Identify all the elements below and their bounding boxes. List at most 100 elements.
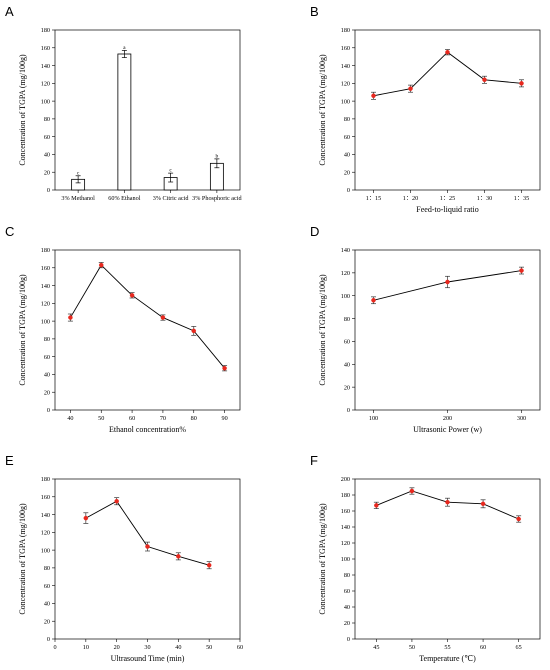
x-tick-label: 0 — [53, 644, 56, 651]
x-tick-label: 65 — [516, 644, 522, 651]
x-tick-label: 10 — [83, 644, 89, 651]
data-point — [114, 498, 119, 504]
significance-letter: c — [77, 170, 80, 176]
y-tick-label: 40 — [44, 152, 50, 159]
bar — [117, 53, 132, 191]
data-point — [371, 93, 376, 99]
y-tick-label: 0 — [347, 407, 350, 414]
y-tick-label: 60 — [44, 583, 50, 590]
y-tick-label: 60 — [44, 354, 50, 361]
y-tick-label: 140 — [341, 247, 350, 254]
data-point — [371, 298, 376, 303]
y-tick-label: 120 — [41, 301, 50, 308]
data-point — [83, 515, 89, 521]
x-tick-label: 50 — [206, 644, 212, 651]
plot-frame — [54, 478, 241, 640]
y-axis-title: Concentration of TGPA (mg/100g) — [18, 503, 27, 615]
y-tick-label: 20 — [344, 384, 350, 391]
y-tick-label: 120 — [341, 540, 350, 547]
x-tick-label: 3% Phosphoric acid — [192, 195, 242, 202]
x-axis-title: Temperature (℃) — [419, 654, 476, 663]
x-tick-label: 300 — [517, 415, 526, 422]
x-tick-label: 80 — [191, 415, 197, 422]
chart-panel-c: C 0 20 40 60 80 100 120 140 160 180 Concentration o… — [5, 224, 241, 434]
data-point — [519, 81, 524, 86]
y-tick-label: 0 — [47, 187, 50, 194]
x-tick-label: 1：15 — [366, 195, 381, 202]
data-point — [191, 328, 196, 334]
data-point — [516, 516, 521, 522]
x-tick-label: 3% Citric acid — [153, 195, 190, 202]
y-tick-label: 60 — [344, 588, 350, 595]
y-tick-label: 40 — [344, 152, 350, 159]
x-axis-title: Ethanol concentration% — [109, 425, 186, 434]
x-tick-label: 30 — [144, 644, 150, 651]
data-point — [482, 77, 487, 83]
y-tick-label: 40 — [344, 604, 350, 611]
y-tick-label: 20 — [44, 389, 50, 396]
x-tick-label: 60 — [129, 415, 135, 422]
panel-letter: A — [5, 4, 14, 19]
plot-frame — [54, 249, 241, 411]
series-line — [70, 264, 225, 369]
y-tick-label: 160 — [341, 45, 350, 52]
y-tick-label: 60 — [344, 339, 350, 346]
data-point — [206, 562, 212, 568]
plot-frame — [54, 29, 241, 191]
x-tick-label: 55 — [444, 644, 450, 651]
y-tick-label: 140 — [41, 63, 50, 70]
x-axis-title: Ultrasonic Power (w) — [413, 425, 482, 434]
panel-letter: D — [310, 224, 319, 239]
y-tick-label: 180 — [41, 476, 50, 483]
y-tick-label: 120 — [41, 530, 50, 537]
x-tick-label: 100 — [369, 415, 378, 422]
plot-frame — [354, 249, 541, 411]
x-axis-title: Feed-to-liquid ratio — [416, 205, 478, 214]
y-tick-label: 20 — [44, 169, 50, 176]
data-point — [68, 315, 73, 320]
y-tick-label: 100 — [341, 98, 350, 105]
x-axis-title: Ultrasound Time (min) — [111, 654, 185, 663]
y-tick-label: 100 — [41, 547, 50, 554]
y-tick-label: 40 — [44, 372, 50, 379]
y-axis-title: Concentration of TGPA (mg/100g) — [318, 503, 327, 615]
y-tick-label: 80 — [44, 336, 50, 343]
y-tick-label: 0 — [347, 636, 350, 643]
y-tick-label: 100 — [41, 98, 50, 105]
x-tick-label: 90 — [221, 415, 227, 422]
y-tick-label: 60 — [344, 134, 350, 141]
y-tick-label: 20 — [44, 618, 50, 625]
y-tick-label: 0 — [347, 187, 350, 194]
data-point — [445, 49, 450, 55]
panel-letter: B — [310, 4, 319, 19]
y-tick-label: 20 — [344, 620, 350, 627]
y-axis-title: Concentration of TGPA (mg/100g) — [318, 274, 327, 386]
y-tick-label: 120 — [41, 81, 50, 88]
data-point — [445, 279, 450, 285]
y-tick-label: 80 — [344, 116, 350, 123]
data-point — [176, 554, 181, 559]
y-tick-label: 200 — [341, 476, 350, 483]
data-point — [408, 86, 413, 91]
data-point — [480, 501, 486, 507]
data-point — [409, 488, 415, 494]
y-tick-label: 20 — [344, 169, 350, 176]
significance-letter: a — [123, 45, 126, 51]
y-tick-label: 160 — [41, 265, 50, 272]
y-tick-label: 100 — [341, 556, 350, 563]
y-axis-title: Concentration of TGPA (mg/100g) — [318, 54, 327, 166]
x-tick-label: 60 — [237, 644, 243, 651]
y-tick-label: 120 — [341, 270, 350, 277]
x-tick-label: 20 — [114, 644, 120, 651]
y-tick-label: 80 — [344, 572, 350, 579]
x-tick-label: 3% Methanol — [61, 195, 95, 202]
x-tick-label: 40 — [175, 644, 181, 651]
y-tick-label: 180 — [41, 247, 50, 254]
y-tick-label: 0 — [47, 407, 50, 414]
panel-letter: C — [5, 224, 14, 239]
y-tick-label: 80 — [344, 316, 350, 323]
y-tick-label: 0 — [47, 636, 50, 643]
data-point — [445, 499, 450, 505]
